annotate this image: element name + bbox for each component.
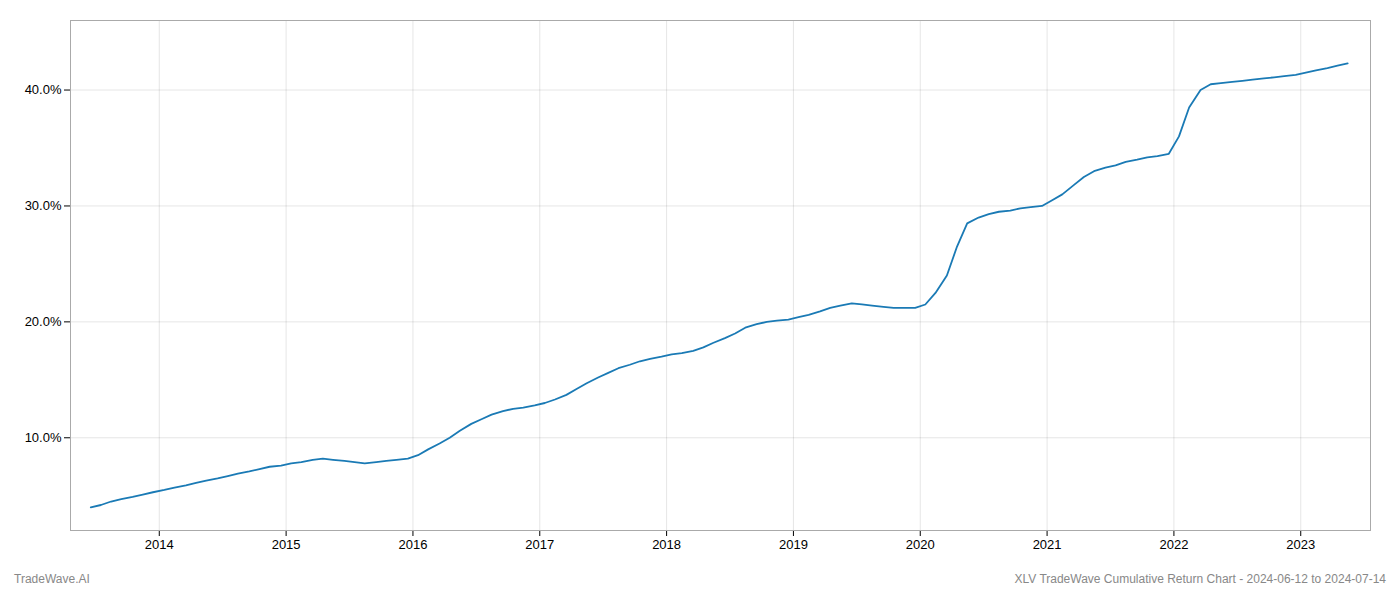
svg-text:2016: 2016 bbox=[398, 537, 427, 552]
html-text:XLV TradeWave Cumulative Retur: XLV TradeWave Cumulative Return Chart - … bbox=[1014, 572, 1386, 586]
svg-text:2014: 2014 bbox=[145, 537, 174, 552]
svg-text:2020: 2020 bbox=[906, 537, 935, 552]
svg-text:2015: 2015 bbox=[272, 537, 301, 552]
svg-text:2017: 2017 bbox=[525, 537, 554, 552]
svg-text:2019: 2019 bbox=[779, 537, 808, 552]
svg-text:20.0%: 20.0% bbox=[25, 314, 62, 329]
html-text:TradeWave.AI: TradeWave.AI bbox=[14, 572, 90, 586]
svg-text:2018: 2018 bbox=[652, 537, 681, 552]
svg-text:2023: 2023 bbox=[1286, 537, 1315, 552]
svg-text:2021: 2021 bbox=[1033, 537, 1062, 552]
svg-text:2022: 2022 bbox=[1159, 537, 1188, 552]
svg-text:40.0%: 40.0% bbox=[25, 82, 62, 97]
svg-text:10.0%: 10.0% bbox=[25, 430, 62, 445]
svg-text:30.0%: 30.0% bbox=[25, 198, 62, 213]
